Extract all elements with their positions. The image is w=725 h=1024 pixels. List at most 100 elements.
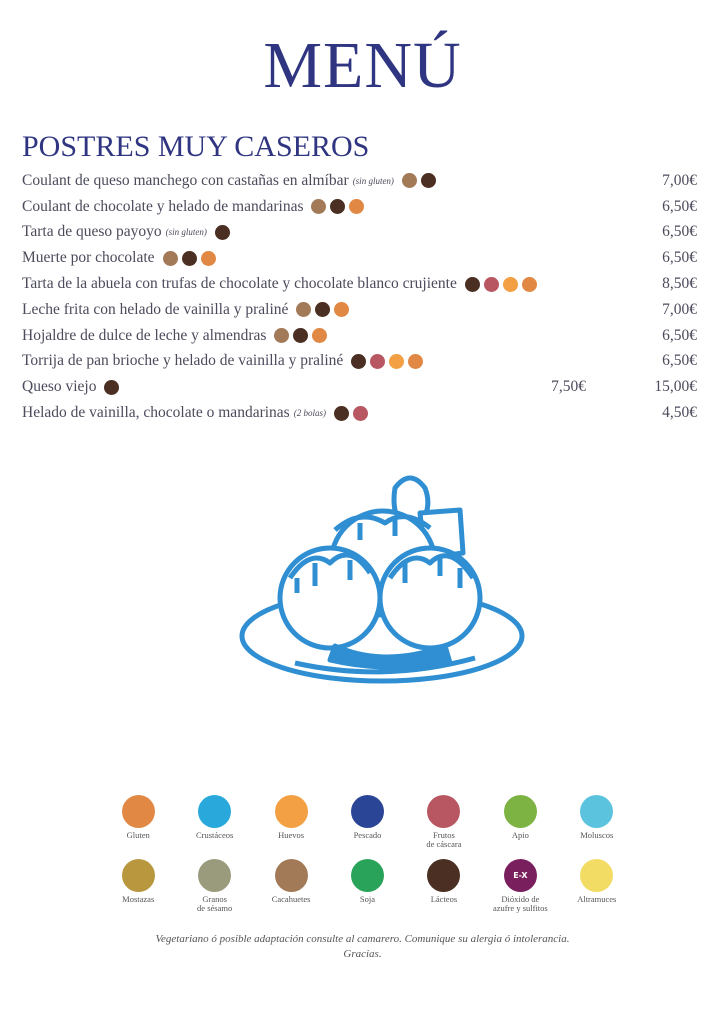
cacahuetes-icon bbox=[162, 250, 178, 266]
item-price: 6,50€ bbox=[662, 352, 697, 370]
menu-item: Queso viejo 7,50€ 15,00€ bbox=[22, 374, 702, 400]
gluten-icon bbox=[200, 250, 216, 266]
sesame-icon bbox=[198, 859, 232, 892]
lacteos-icon bbox=[330, 199, 346, 215]
legend-item: Frutos de cáscara bbox=[406, 795, 482, 851]
milk-jug-icon bbox=[427, 859, 461, 892]
allergen-legend: Gluten Crustáceos Huevos Pescado Frutos de c… bbox=[100, 795, 635, 915]
legend-label: Frutos de cáscara bbox=[426, 830, 462, 850]
frutos-icon bbox=[352, 405, 368, 421]
item-price-half: 7,50€ bbox=[551, 378, 586, 396]
item-price: 6,50€ bbox=[662, 249, 697, 267]
legend-label: Crustáceos bbox=[195, 830, 234, 840]
item-name: Queso viejo bbox=[22, 378, 97, 396]
menu-item: Coulant de queso manchego con castañas e… bbox=[22, 168, 702, 194]
lacteos-icon bbox=[333, 405, 349, 421]
allergen-icons bbox=[330, 405, 368, 421]
legend-item: Granos de sésamo bbox=[176, 859, 252, 915]
peanut-icon bbox=[274, 859, 308, 892]
lacteos-icon bbox=[420, 173, 436, 189]
item-name: Torrija de pan brioche y helado de vaini… bbox=[22, 352, 344, 370]
legend-item: Moluscos bbox=[559, 795, 635, 851]
legend-item: Pescado bbox=[329, 795, 405, 851]
gluten-icon bbox=[521, 276, 537, 292]
cacahuetes-icon bbox=[296, 302, 312, 318]
item-price: 4,50€ bbox=[662, 404, 697, 422]
badge-text: E-X bbox=[513, 871, 528, 880]
lacteos-icon bbox=[104, 379, 120, 395]
item-name: Muerte por chocolate bbox=[22, 249, 155, 267]
frutos-icon bbox=[483, 276, 499, 292]
gluten-icon bbox=[312, 328, 328, 344]
legend-item: Apio bbox=[482, 795, 558, 851]
legend-label: Dióxido de azufre y sulfitos bbox=[492, 894, 548, 914]
wheat-icon bbox=[121, 795, 155, 828]
footer-line-1: Vegetariano ó posible adaptación consult… bbox=[155, 933, 570, 945]
legend-label: Cacahuetes bbox=[271, 894, 311, 904]
sulphites-icon: E-X bbox=[503, 859, 537, 892]
menu-item: Tarta de queso payoyo (sin gluten) 6,50€ bbox=[22, 220, 702, 246]
item-name: Hojaldre de dulce de leche y almendras bbox=[22, 326, 267, 344]
item-price: 7,00€ bbox=[662, 300, 697, 318]
lacteos-icon bbox=[315, 302, 331, 318]
item-price: 6,50€ bbox=[662, 326, 697, 344]
allergen-icons bbox=[159, 250, 216, 266]
menu-item: Tarta de la abuela con trufas de chocola… bbox=[22, 271, 702, 297]
item-name: Tarta de la abuela con trufas de chocola… bbox=[22, 275, 457, 293]
cacahuetes-icon bbox=[311, 199, 327, 215]
item-note: (sin gluten) bbox=[165, 227, 207, 238]
cacahuetes-icon bbox=[274, 328, 290, 344]
menu-item: Leche frita con helado de vainilla y pra… bbox=[22, 297, 702, 323]
huevos-icon bbox=[502, 276, 518, 292]
eggs-icon bbox=[274, 795, 308, 828]
item-price: 8,50€ bbox=[662, 275, 697, 293]
item-price: 6,50€ bbox=[662, 223, 697, 241]
legend-item: E-X Dióxido de azufre y sulfitos bbox=[482, 859, 558, 915]
lacteos-icon bbox=[464, 276, 480, 292]
menu-item: Torrija de pan brioche y helado de vaini… bbox=[22, 349, 702, 375]
walnut-icon bbox=[427, 795, 461, 828]
legend-label: Pescado bbox=[353, 830, 382, 840]
huevos-icon bbox=[389, 353, 405, 369]
legend-label: Huevos bbox=[278, 830, 305, 840]
fish-icon bbox=[350, 795, 384, 828]
allergen-icons bbox=[270, 328, 328, 344]
legend-label: Altramuces bbox=[577, 894, 617, 904]
mustard-icon bbox=[121, 859, 155, 892]
legend-item: Huevos bbox=[253, 795, 329, 851]
item-note: (2 bolas) bbox=[293, 408, 326, 419]
item-price: 15,00€ bbox=[654, 378, 697, 396]
menu-item: Hojaldre de dulce de leche y almendras 6,… bbox=[22, 323, 702, 349]
menu-item: Coulant de chocolate y helado de mandari… bbox=[22, 194, 702, 220]
item-price: 7,00€ bbox=[662, 171, 697, 189]
crab-icon bbox=[198, 795, 232, 828]
legend-label: Moluscos bbox=[580, 830, 614, 840]
shell-icon bbox=[580, 795, 614, 828]
item-name: Helado de vainilla, chocolate o mandarin… bbox=[22, 404, 290, 422]
allergen-icons bbox=[461, 276, 537, 292]
celery-icon bbox=[503, 795, 537, 828]
gluten-icon bbox=[349, 199, 365, 215]
lacteos-icon bbox=[351, 353, 367, 369]
legend-label: Lácteos bbox=[430, 894, 458, 904]
gluten-icon bbox=[408, 353, 424, 369]
allergen-icons bbox=[100, 379, 120, 395]
gluten-icon bbox=[334, 302, 350, 318]
legend-item: Cacahuetes bbox=[253, 859, 329, 915]
ice-cream-bowl-icon bbox=[239, 475, 525, 684]
legend-item: Lácteos bbox=[406, 859, 482, 915]
footer-line-2: Gracias. bbox=[343, 948, 382, 961]
legend-item: Gluten bbox=[100, 795, 176, 851]
frutos-icon bbox=[370, 353, 386, 369]
soy-icon bbox=[350, 859, 384, 892]
item-name: Leche frita con helado de vainilla y pra… bbox=[22, 300, 289, 318]
item-note: (sin gluten) bbox=[352, 175, 394, 186]
legend-label: Mostazas bbox=[122, 894, 155, 904]
item-name: Coulant de chocolate y helado de mandari… bbox=[22, 197, 304, 215]
allergen-icons bbox=[211, 224, 230, 240]
legend-item: Altramuces bbox=[559, 859, 635, 915]
allergen-icons bbox=[347, 353, 424, 369]
legend-label: Soja bbox=[359, 894, 376, 904]
legend-item: Crustáceos bbox=[176, 795, 252, 851]
lacteos-icon bbox=[293, 328, 309, 344]
